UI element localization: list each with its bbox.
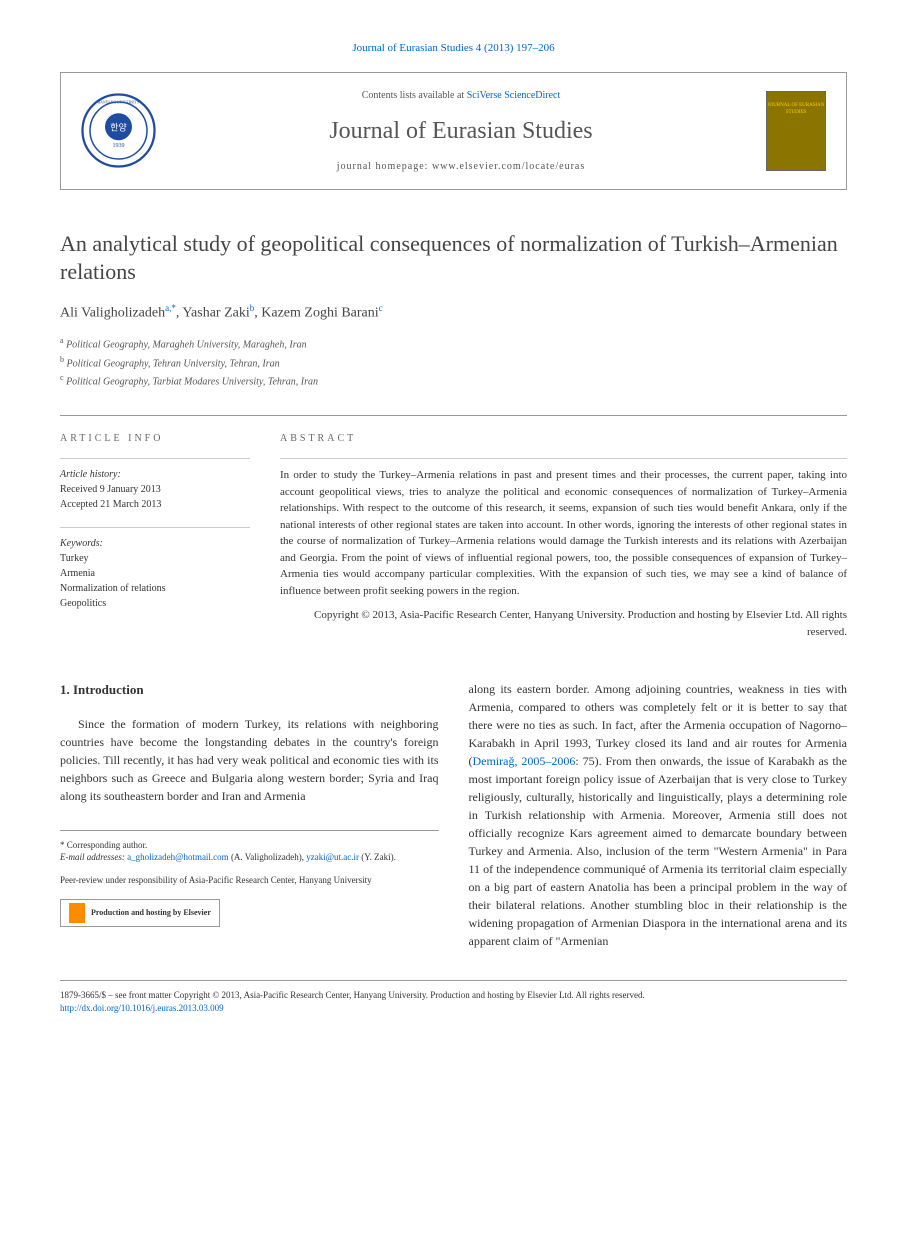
page-footer: 1879-3665/$ – see front matter Copyright… [60, 980, 847, 1014]
journal-reference: Journal of Eurasian Studies 4 (2013) 197… [60, 40, 847, 57]
affiliation-b: b Political Geography, Tehran University… [60, 354, 847, 372]
intro-paragraph-1: Since the formation of modern Turkey, it… [60, 715, 439, 805]
info-abstract-row: ARTICLE INFO Article history: Received 9… [60, 415, 847, 640]
keywords-block: Keywords: Turkey Armenia Normalization o… [60, 527, 250, 611]
university-seal-logo: 한양 1939 HANYANG UNIVERSITY [81, 93, 156, 168]
journal-homepage-line: journal homepage: www.elsevier.com/locat… [171, 159, 751, 174]
doi-link[interactable]: http://dx.doi.org/10.1016/j.euras.2013.0… [60, 1003, 224, 1013]
elsevier-tree-icon [69, 903, 85, 923]
affiliations-block: a Political Geography, Maragheh Universi… [60, 335, 847, 390]
history-label: Article history: [60, 467, 250, 482]
sciencedirect-link[interactable]: SciVerse ScienceDirect [467, 90, 561, 101]
email-addresses-line: E-mail addresses: a_gholizadeh@hotmail.c… [60, 851, 439, 864]
abstract-heading: ABSTRACT [280, 431, 847, 446]
article-history-block: Article history: Received 9 January 2013… [60, 458, 250, 512]
body-column-left: 1. Introduction Since the formation of m… [60, 680, 439, 950]
received-date: Received 9 January 2013 [60, 482, 250, 497]
author-2-name: Yashar Zaki [182, 305, 249, 320]
svg-text:HANYANG UNIVERSITY: HANYANG UNIVERSITY [98, 101, 140, 105]
contents-available-line: Contents lists available at SciVerse Sci… [171, 88, 751, 103]
citation-link-demirag[interactable]: Demirağ, 2005–2006 [473, 754, 576, 768]
contents-prefix: Contents lists available at [362, 90, 467, 101]
author-1-affil-marker: a,* [165, 303, 176, 313]
footnote-block: * Corresponding author. E-mail addresses… [60, 830, 439, 927]
homepage-url: www.elsevier.com/locate/euras [432, 161, 585, 172]
email-link-2[interactable]: yzaki@ut.ac.ir [306, 852, 359, 862]
body-column-right: along its eastern border. Among adjoinin… [469, 680, 848, 950]
affiliation-a: a Political Geography, Maragheh Universi… [60, 335, 847, 353]
intro-paragraph-1-continued: along its eastern border. Among adjoinin… [469, 680, 848, 950]
elsevier-badge-text: Production and hosting by Elsevier [91, 907, 211, 918]
author-3-affil-marker: c [379, 303, 383, 313]
accepted-date: Accepted 21 March 2013 [60, 497, 250, 512]
elsevier-hosting-badge: Production and hosting by Elsevier [60, 899, 220, 927]
journal-name: Journal of Eurasian Studies [171, 113, 751, 149]
article-info-column: ARTICLE INFO Article history: Received 9… [60, 431, 250, 640]
keywords-label: Keywords: [60, 536, 250, 551]
journal-cover-thumbnail: JOURNAL OF EURASIAN STUDIES [766, 91, 826, 171]
abstract-column: ABSTRACT In order to study the Turkey–Ar… [280, 431, 847, 640]
corresponding-author-note: * Corresponding author. [60, 839, 439, 852]
keyword-4: Geopolitics [60, 596, 250, 611]
section-1-heading: 1. Introduction [60, 680, 439, 700]
author-2-affil-marker: b [250, 303, 255, 313]
email-label: E-mail addresses: [60, 852, 127, 862]
journal-header-box: 한양 1939 HANYANG UNIVERSITY Contents list… [60, 72, 847, 190]
keyword-2: Armenia [60, 566, 250, 581]
author-3-name: Kazem Zoghi Barani [261, 305, 378, 320]
body-two-column: 1. Introduction Since the formation of m… [60, 680, 847, 950]
svg-text:한양: 한양 [110, 123, 127, 133]
author-1-name: Ali Valigholizadeh [60, 305, 165, 320]
article-info-heading: ARTICLE INFO [60, 431, 250, 446]
abstract-text: In order to study the Turkey–Armenia rel… [280, 458, 847, 599]
article-title: An analytical study of geopolitical cons… [60, 230, 847, 287]
email-who-1: (A. Valigholizadeh), [229, 852, 307, 862]
svg-text:1939: 1939 [113, 143, 125, 149]
header-center-block: Contents lists available at SciVerse Sci… [171, 88, 751, 174]
homepage-label: journal homepage: [337, 161, 432, 172]
keyword-1: Turkey [60, 551, 250, 566]
author-list: Ali Valigholizadeha,*, Yashar Zakib, Kaz… [60, 302, 847, 324]
footer-copyright-line: 1879-3665/$ – see front matter Copyright… [60, 989, 847, 1002]
affiliation-c: c Political Geography, Tarbiat Modares U… [60, 372, 847, 390]
email-who-2: (Y. Zaki). [359, 852, 396, 862]
keyword-3: Normalization of relations [60, 581, 250, 596]
email-link-1[interactable]: a_gholizadeh@hotmail.com [127, 852, 229, 862]
peer-review-note: Peer-review under responsibility of Asia… [60, 874, 439, 887]
abstract-copyright: Copyright © 2013, Asia-Pacific Research … [280, 607, 847, 640]
